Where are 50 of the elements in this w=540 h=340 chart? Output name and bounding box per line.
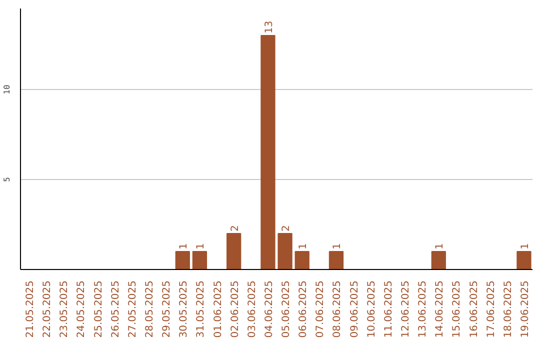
bar <box>192 251 208 270</box>
bar <box>328 251 344 270</box>
bar <box>294 251 310 270</box>
bar <box>431 251 446 270</box>
y-tick-label: 5 <box>2 176 12 182</box>
data-label: 2 <box>230 225 241 232</box>
x-tick-label: 01.06.2025 <box>212 280 224 338</box>
x-tick-label: 05.06.2025 <box>281 280 292 338</box>
x-tick-label: 15.06.2025 <box>452 280 463 338</box>
x-tick-label: 27.05.2025 <box>127 280 138 338</box>
data-label: 1 <box>298 243 310 250</box>
x-tick-label: 18.06.2025 <box>502 280 514 338</box>
x-tick-label: 19.06.2025 <box>520 280 531 338</box>
bar <box>278 233 292 270</box>
x-tick-label: 29.05.2025 <box>162 280 173 338</box>
x-tick-label: 06.06.2025 <box>298 280 310 338</box>
x-tick-label: 08.06.2025 <box>332 280 344 338</box>
x-tick-label: 16.06.2025 <box>468 280 480 338</box>
x-tick-label: 23.05.2025 <box>59 280 70 338</box>
data-label: 1 <box>178 243 190 250</box>
x-tick-label: 25.05.2025 <box>93 280 104 338</box>
data-label: 2 <box>281 225 292 232</box>
x-tick-label: 17.06.2025 <box>486 280 497 338</box>
data-label: 1 <box>332 243 344 250</box>
x-tick-label: 12.06.2025 <box>400 280 412 338</box>
bar <box>260 35 276 270</box>
bar <box>226 233 242 270</box>
x-tick-label: 10.06.2025 <box>366 280 378 338</box>
y-tick-label: 10 <box>2 84 12 94</box>
x-tick-label: 30.05.2025 <box>178 280 190 338</box>
x-tick-label: 03.06.2025 <box>246 280 258 338</box>
x-tick-label: 24.05.2025 <box>76 280 88 338</box>
data-label: 1 <box>434 243 446 250</box>
x-tick-label: 11.06.2025 <box>383 280 394 338</box>
data-label: 13 <box>264 20 275 34</box>
x-tick-label: 09.06.2025 <box>349 280 360 338</box>
bar <box>175 251 190 270</box>
bar <box>516 251 532 270</box>
x-tick-label: 07.06.2025 <box>315 280 326 338</box>
data-label: 1 <box>196 243 207 250</box>
x-tick-label: 14.06.2025 <box>434 280 446 338</box>
x-tick-label: 28.05.2025 <box>144 280 156 338</box>
x-tick-label: 13.06.2025 <box>418 280 429 338</box>
x-tick-label: 21.05.2025 <box>25 280 36 338</box>
x-tick-label: 26.05.2025 <box>110 280 122 338</box>
x-tick-label: 02.06.2025 <box>230 280 241 338</box>
x-tick-label: 31.05.2025 <box>196 280 207 338</box>
x-tick-label: 04.06.2025 <box>264 280 275 338</box>
x-tick-label: 22.05.2025 <box>42 280 54 338</box>
data-label: 1 <box>520 243 531 250</box>
